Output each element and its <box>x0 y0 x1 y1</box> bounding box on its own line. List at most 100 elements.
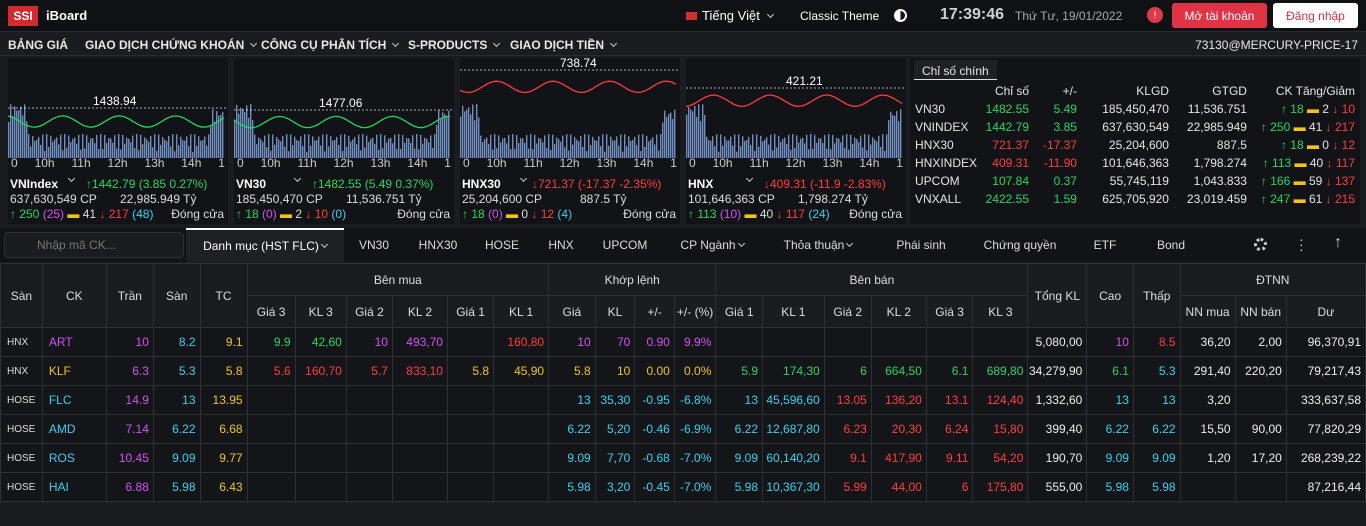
hour-tick: 14h <box>407 156 428 170</box>
low-price: 6.22 <box>1132 414 1181 444</box>
table-row[interactable]: HOSE AMD 7.14 6.22 6.68 6.22 5,20 -0.46 -6.9%… <box>0 414 1366 444</box>
index-row[interactable]: VN30 1482.55 5.49 185,450,470 11,536.751… <box>912 100 1358 118</box>
ask-volume-1: 174,30 <box>762 356 825 386</box>
index-panel-hnx[interactable]: 421.21 0 10h 11h 12h 13h 14h 1 HNX ↓409.31 (-1… <box>686 58 906 224</box>
tab-10[interactable]: ETF <box>1093 238 1117 252</box>
bid-price-3 <box>246 385 296 415</box>
index-chart <box>8 104 228 158</box>
bid-volume-3 <box>294 443 347 473</box>
brand-name: iBoard <box>46 8 88 23</box>
table-row[interactable]: HOSE FLC 14.9 13 13.95 13 35,30 -0.95 -6.8% 1… <box>0 385 1366 415</box>
col-total-volume: Tổng KL <box>1027 263 1088 328</box>
high-price: 10 <box>1086 327 1134 357</box>
index-row[interactable]: VNXALL 2422.55 1.59 625,705,920 23,019.4… <box>912 190 1358 208</box>
hour-tick: 1 <box>670 156 677 170</box>
ceiling-price: 6.3 <box>105 356 154 386</box>
bid-volume-1 <box>493 385 550 415</box>
bid-price-1 <box>446 414 495 444</box>
language-selector[interactable]: Tiếng Việt <box>686 8 774 23</box>
bid-price-3: 5.6 <box>246 356 296 386</box>
bid-volume-1 <box>493 472 550 502</box>
tab-7[interactable]: Thỏa thuận <box>764 228 872 262</box>
col-mpct[interactable]: +/- (%) <box>673 295 717 328</box>
col-ceiling: Trần <box>105 263 154 328</box>
settings-gear-icon[interactable] <box>1254 238 1267 251</box>
hour-tick: 11h <box>749 156 769 170</box>
bid-volume-2 <box>391 472 448 502</box>
match-percent: -7.0% <box>673 443 717 473</box>
ask-price-1 <box>715 327 763 357</box>
ask-volume-3 <box>972 327 1029 357</box>
ask-price-3: 9.11 <box>925 443 974 473</box>
search-input[interactable] <box>4 232 184 258</box>
index-row[interactable]: HNX30 721.37 -17.37 25,204,600 887.5 ↑ 1… <box>912 136 1358 154</box>
reference-price: 9.1 <box>199 327 248 357</box>
index-value-traded: 11,536.751 <box>1187 102 1247 116</box>
menu-s-products[interactable]: S-PRODUCTS <box>408 38 501 52</box>
tab-4[interactable]: HNX <box>548 238 574 252</box>
match-price: 6.22 <box>548 414 596 444</box>
col-nnm: NN mua <box>1179 295 1236 328</box>
menu-label: BẢNG GIÁ <box>8 38 68 52</box>
account-id[interactable]: 73130@MERCURY-PRICE-17 <box>1195 38 1358 52</box>
table-row[interactable]: HOSE HAI 6.88 5.98 6.43 5.98 3,20 -0.45 -7.0%… <box>0 472 1366 502</box>
high-price: 9.09 <box>1086 443 1134 473</box>
table-row[interactable]: HNX ART 10 8.2 9.1 9.9 42,60 10 493,70 160,80 … <box>0 327 1366 357</box>
index-breadth: ↑ 18 (0) ▬ 0 ↓ 12 (4) <box>462 207 573 221</box>
tab-6[interactable]: CP Ngành <box>660 228 764 262</box>
open-account-button[interactable]: Mở tài khoản <box>1172 3 1267 28</box>
bid-price-2 <box>345 414 393 444</box>
ssi-logo[interactable]: SSI <box>8 6 38 26</box>
symbol[interactable]: ROS <box>41 443 107 473</box>
notification-icon[interactable]: ! <box>1147 7 1163 23</box>
index-panel-vn30[interactable]: 1477.06 0 10h 11h 12h 13h 14h 1 VN30 ↑1482.55 … <box>234 58 454 224</box>
index-value: 887.5 Tỷ <box>580 192 627 206</box>
tab-2[interactable]: HNX30 <box>418 238 458 252</box>
main-menu: BẢNG GIÁ GIAO DỊCH CHỨNG KHOÁN CÔNG CỤ P… <box>0 32 1366 56</box>
tab-8[interactable]: Phái sinh <box>896 238 946 252</box>
login-button[interactable]: Đăng nhập <box>1273 3 1358 28</box>
col-header: GTGD <box>1212 84 1247 98</box>
index-row[interactable]: VNINDEX 1442.79 3.85 637,630,549 22,985.… <box>912 118 1358 136</box>
group-buy: Bên mua <box>246 263 550 296</box>
table-row[interactable]: HNX KLF 6.3 5.3 5.8 5.6 160,70 5.7 833,10 5.8 4… <box>0 356 1366 386</box>
index-change: 0.37 <box>1053 174 1077 188</box>
tab-9[interactable]: Chứng quyền <box>983 238 1057 252</box>
index-value: 2422.55 <box>985 192 1029 206</box>
tab-5[interactable]: UPCOM <box>602 238 648 252</box>
col-reference: TC <box>199 263 248 328</box>
symbol[interactable]: ART <box>41 327 107 357</box>
col-header[interactable]: +/- <box>1062 84 1077 98</box>
symbol[interactable]: AMD <box>41 414 107 444</box>
tab-11[interactable]: Bond <box>1156 238 1186 252</box>
tab-main-indices[interactable]: Chỉ số chính <box>914 60 997 80</box>
index-row[interactable]: HNXINDEX 409.31 -11.90 101,646,363 1,798… <box>912 154 1358 172</box>
symbol[interactable]: HAI <box>41 472 107 502</box>
table-row[interactable]: HOSE ROS 10.45 9.09 9.77 9.09 7,70 -0.68 -7.0… <box>0 443 1366 473</box>
time-axis: 0 10h 11h 12h 13h 14h 1 <box>460 156 680 170</box>
ask-price-2 <box>823 327 872 357</box>
index-panel-vnindex[interactable]: 1438.94 0 10h 11h 12h 13h 14h 1 VNIndex ↑1442.… <box>8 58 228 224</box>
ask-volume-3: 124,40 <box>972 385 1029 415</box>
theme-label[interactable]: Classic Theme <box>800 9 880 23</box>
match-price: 9.09 <box>548 443 596 473</box>
more-options-icon[interactable]: · · · <box>1299 231 1304 257</box>
index-panel-hnx30[interactable]: 738.74 0 10h 11h 12h 13h 14h 1 HNX30 ↓721.37 (… <box>460 56 680 224</box>
symbol[interactable]: FLC <box>41 385 107 415</box>
index-row[interactable]: UPCOM 107.84 0.37 55,745,119 1,043.833 ↑… <box>912 172 1358 190</box>
tab-0[interactable]: Danh mục (HST FLC) <box>186 228 344 262</box>
menu-cong-cu[interactable]: CÔNG CỤ PHÂN TÍCH <box>261 38 400 52</box>
hour-tick: 0 <box>463 156 470 170</box>
theme-toggle-icon[interactable] <box>894 9 907 22</box>
tab-3[interactable]: HOSE <box>484 238 519 252</box>
scroll-top-icon[interactable]: ↑ <box>1334 234 1342 251</box>
index-change: ↓721.37 (-17.37 -2.35%) <box>532 177 662 191</box>
menu-giao-dich-tien[interactable]: GIAO DỊCH TIỀN <box>510 38 618 52</box>
vietnam-flag-icon <box>686 11 697 20</box>
symbol[interactable]: KLF <box>41 356 107 386</box>
menu-giao-dich[interactable]: GIAO DỊCH CHỨNG KHOÁN <box>85 38 258 52</box>
index-chart <box>686 87 906 158</box>
index-change: -11.90 <box>1043 156 1077 170</box>
tab-1[interactable]: VN30 <box>358 238 390 252</box>
menu-bang-gia[interactable]: BẢNG GIÁ <box>8 38 68 52</box>
